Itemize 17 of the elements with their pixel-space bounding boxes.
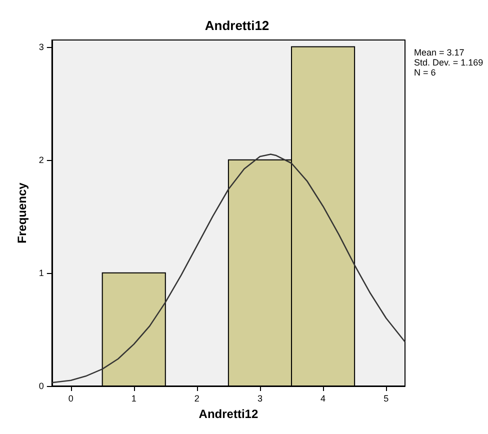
line-series — [51, 154, 406, 384]
y-tick-label: 3 — [38, 42, 44, 52]
x-tick-label: 5 — [384, 394, 389, 404]
x-tick-label: 3 — [257, 394, 262, 404]
y-axis-title: Frequency — [15, 182, 29, 244]
y-tick-label: 1 — [38, 268, 44, 278]
x-tick-label: 0 — [68, 394, 74, 404]
y-tick-label: 2 — [38, 154, 44, 165]
y-tick-label: 0 — [38, 381, 44, 391]
text: Mean = 3.17 — [414, 48, 464, 58]
text: N = 6 — [414, 68, 436, 78]
x-tick-label: 4 — [320, 394, 326, 404]
chart-title: Andretti12 — [204, 18, 270, 33]
x-tick-label: 1 — [131, 394, 136, 404]
x-tick-label: 2 — [194, 394, 200, 404]
x-axis-title: Andretti12 — [198, 407, 258, 421]
text: Std. Dev. = 1.169 — [414, 58, 484, 68]
